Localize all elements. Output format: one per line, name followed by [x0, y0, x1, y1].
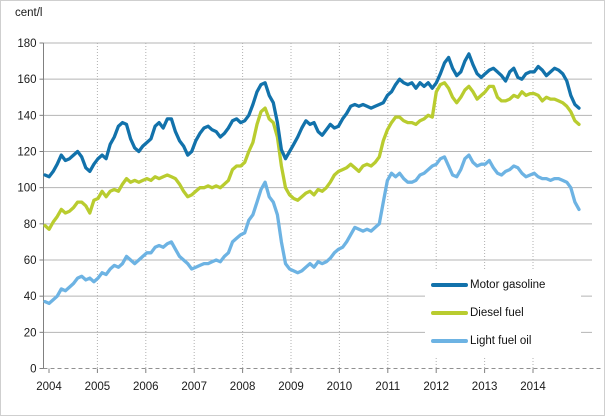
svg-text:100: 100 [17, 183, 36, 195]
legend-label-motor-gasoline: Motor gasoline [470, 279, 546, 291]
svg-text:0: 0 [30, 364, 36, 376]
svg-text:2009: 2009 [278, 381, 304, 393]
legend-item-light-fuel-oil: Light fuel oil [431, 327, 581, 355]
svg-text:140: 140 [17, 110, 36, 122]
svg-text:2005: 2005 [85, 381, 111, 393]
svg-text:2012: 2012 [423, 381, 449, 393]
svg-text:180: 180 [17, 38, 36, 50]
legend: Motor gasoline Diesel fuel Light fuel oi… [425, 269, 581, 357]
svg-text:2008: 2008 [230, 381, 256, 393]
svg-text:80: 80 [24, 219, 37, 231]
svg-text:20: 20 [24, 327, 37, 339]
series-line-light-fuel-oil [43, 153, 581, 306]
legend-label-diesel-fuel: Diesel fuel [470, 307, 524, 319]
legend-line-swatch-motor-gasoline [431, 283, 468, 287]
svg-text:2007: 2007 [181, 381, 207, 393]
svg-text:2006: 2006 [133, 381, 159, 393]
svg-text:60: 60 [24, 255, 37, 267]
legend-line-swatch-diesel-fuel [431, 311, 468, 315]
series-line-diesel-fuel [43, 81, 581, 231]
y-axis-unit-label: cent/l [15, 7, 43, 19]
svg-text:40: 40 [24, 291, 37, 303]
svg-text:2004: 2004 [36, 381, 62, 393]
series-line-motor-gasoline [43, 52, 581, 179]
svg-text:2014: 2014 [520, 381, 546, 393]
legend-label-light-fuel-oil: Light fuel oil [470, 335, 532, 347]
svg-text:120: 120 [17, 147, 36, 159]
svg-text:2010: 2010 [327, 381, 353, 393]
legend-item-motor-gasoline: Motor gasoline [431, 271, 581, 299]
svg-text:160: 160 [17, 74, 36, 86]
svg-text:2011: 2011 [375, 381, 400, 393]
legend-item-diesel-fuel: Diesel fuel [431, 299, 581, 327]
svg-text:2013: 2013 [472, 381, 498, 393]
legend-line-swatch-light-fuel-oil [431, 339, 468, 343]
